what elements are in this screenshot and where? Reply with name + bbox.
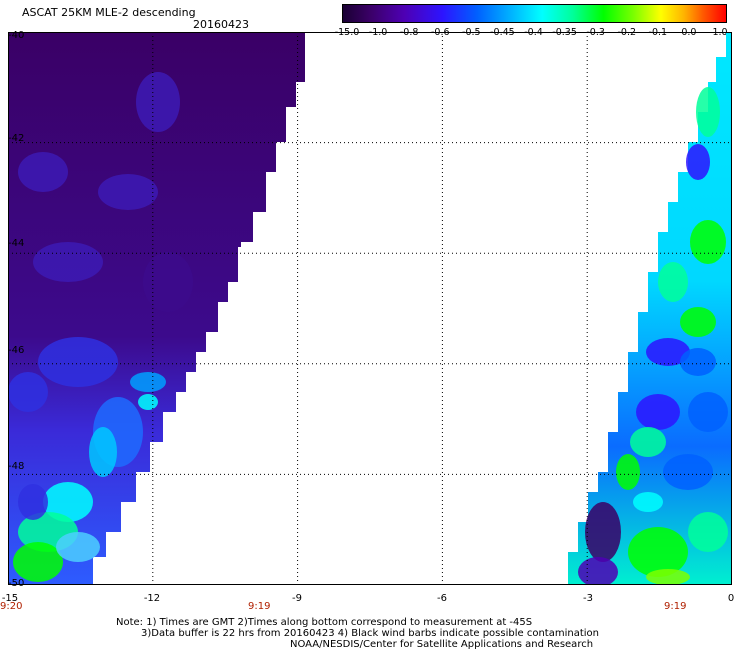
wind-region bbox=[130, 372, 166, 392]
wind-region bbox=[630, 427, 666, 457]
wind-region bbox=[38, 337, 118, 387]
right-swath bbox=[568, 32, 732, 585]
latitude-tick-label: -46 bbox=[8, 345, 25, 356]
wind-region bbox=[56, 532, 100, 562]
latitude-tick-label: -42 bbox=[8, 133, 25, 144]
wind-region bbox=[636, 394, 680, 430]
wind-region bbox=[18, 484, 48, 520]
note-line-2: 3)Data buffer is 22 hrs from 20160423 4)… bbox=[141, 628, 599, 639]
wind-region bbox=[680, 307, 716, 337]
wind-region bbox=[578, 557, 618, 585]
wind-region bbox=[680, 348, 716, 376]
wind-region bbox=[13, 542, 63, 582]
wind-region bbox=[585, 502, 621, 562]
latitude-tick-label: -48 bbox=[8, 461, 25, 472]
longitude-tick-label: -3 bbox=[583, 593, 593, 604]
wind-region bbox=[690, 220, 726, 264]
wind-region bbox=[696, 87, 720, 137]
latitude-tick-label: -50 bbox=[8, 578, 25, 589]
latitude-tick-label: -40 bbox=[8, 30, 25, 41]
wind-region bbox=[658, 262, 688, 302]
wind-region bbox=[143, 252, 193, 312]
grid-lines bbox=[8, 32, 732, 585]
longitude-tick-label: -12 bbox=[143, 593, 161, 604]
chart-title: ASCAT 25KM MLE-2 descending bbox=[22, 6, 196, 19]
wind-region bbox=[633, 492, 663, 512]
wind-region bbox=[616, 454, 640, 490]
latitude-tick-label: -44 bbox=[8, 238, 25, 249]
wind-region bbox=[628, 527, 688, 577]
time-right: 9:19 bbox=[664, 601, 687, 612]
left-swath bbox=[8, 32, 305, 585]
wind-region bbox=[686, 144, 710, 180]
longitude-tick-label: -9 bbox=[292, 593, 302, 604]
wind-region bbox=[646, 569, 690, 585]
wind-region bbox=[98, 174, 158, 210]
colorbar bbox=[342, 4, 727, 23]
wind-region bbox=[688, 512, 728, 552]
wind-region bbox=[646, 338, 690, 366]
time-middle: 9:19 bbox=[248, 601, 271, 612]
longitude-tick-label: -15 bbox=[1, 593, 19, 604]
longitude-tick-label: 0 bbox=[727, 593, 735, 604]
wind-region bbox=[89, 427, 117, 477]
wind-region bbox=[138, 394, 158, 410]
date-label: 20160423 bbox=[193, 18, 249, 31]
wind-region bbox=[663, 454, 713, 490]
longitude-tick-label: -6 bbox=[437, 593, 447, 604]
plot-frame bbox=[8, 32, 732, 585]
wind-region bbox=[33, 242, 103, 282]
note-line-1: Note: 1) Times are GMT 2)Times along bot… bbox=[116, 617, 533, 628]
note-line-3: NOAA/NESDIS/Center for Satellite Applica… bbox=[290, 639, 594, 650]
wind-region bbox=[43, 482, 93, 522]
wind-region bbox=[688, 392, 728, 432]
wind-region bbox=[136, 72, 180, 132]
wind-region bbox=[18, 152, 68, 192]
map-plot bbox=[8, 32, 732, 585]
wind-region bbox=[8, 372, 48, 412]
time-left: 9:20 bbox=[0, 601, 23, 612]
